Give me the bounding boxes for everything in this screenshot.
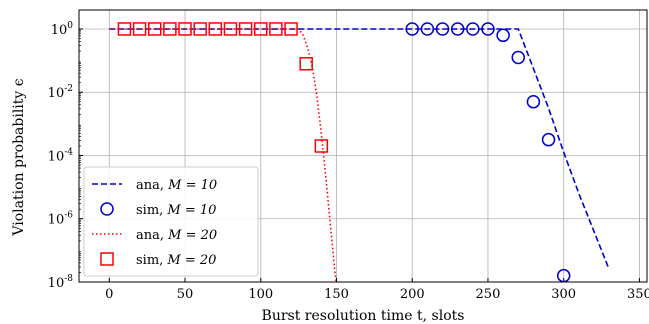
legend-box	[83, 166, 259, 277]
legend-swatch	[100, 252, 114, 266]
series-0	[109, 28, 610, 270]
data-point	[193, 22, 207, 36]
data-point	[481, 22, 495, 36]
x-tick-label: 100	[248, 287, 273, 302]
y-tick-label: 10-4	[48, 147, 74, 164]
data-point	[496, 28, 510, 43]
legend-label: sim, M = 10	[136, 203, 216, 218]
data-point	[117, 22, 132, 36]
data-point	[511, 50, 526, 65]
series-1	[405, 22, 571, 282]
data-point	[208, 22, 223, 36]
data-point	[541, 132, 556, 147]
data-point	[254, 22, 268, 36]
x-tick-label: 350	[627, 287, 649, 302]
series-2	[109, 28, 337, 282]
legend-label: sim, M = 20	[136, 253, 216, 268]
x-tick-label: 150	[324, 287, 349, 302]
legend-label: ana, M = 20	[136, 228, 217, 243]
data-point	[450, 22, 465, 36]
legend-item: sim, M = 20	[100, 252, 216, 268]
x-tick-label: 250	[476, 287, 501, 302]
data-point	[299, 57, 313, 71]
x-tick-label: 300	[551, 287, 576, 302]
y-tick-label: 10-8	[48, 274, 74, 291]
data-point	[178, 22, 192, 36]
plot-series	[109, 22, 610, 282]
data-point	[269, 22, 283, 36]
legend-item: ana, M = 10	[92, 178, 217, 193]
data-point	[420, 22, 435, 36]
data-point	[405, 22, 419, 36]
series-3	[117, 22, 329, 153]
x-tick-label: 200	[400, 287, 425, 302]
data-point	[284, 22, 298, 36]
y-tick-label: 10-6	[48, 211, 74, 228]
data-point	[466, 22, 480, 36]
x-tick-label: 0	[105, 287, 113, 302]
y-axis-label: Violation probability ϵ	[11, 78, 27, 236]
legend-item: ana, M = 20	[92, 228, 217, 243]
legend-item: sim, M = 10	[100, 202, 216, 218]
y-tick-label: 100	[51, 21, 74, 38]
y-tick-label: 10-2	[48, 84, 73, 101]
x-axis-label: Burst resolution time t, slots	[262, 308, 465, 324]
x-tick-label: 50	[177, 287, 194, 302]
data-point	[132, 22, 147, 36]
legend: ana, M = 10 sim, M = 10 ana, M = 20 sim, M …	[83, 166, 259, 277]
series-line	[109, 28, 610, 270]
data-point	[238, 22, 253, 36]
axis-ticks: 0 50 100 150 200 250 300 350 100 10-2 10-4 10-6 10-8	[48, 21, 649, 302]
data-point	[147, 22, 162, 36]
data-point	[435, 22, 450, 36]
series-line	[109, 28, 337, 282]
legend-label: ana, M = 10	[136, 178, 217, 193]
legend-swatch	[100, 202, 114, 216]
data-point	[314, 139, 329, 153]
data-point	[163, 22, 177, 36]
data-point	[526, 94, 541, 109]
data-point	[223, 22, 238, 36]
